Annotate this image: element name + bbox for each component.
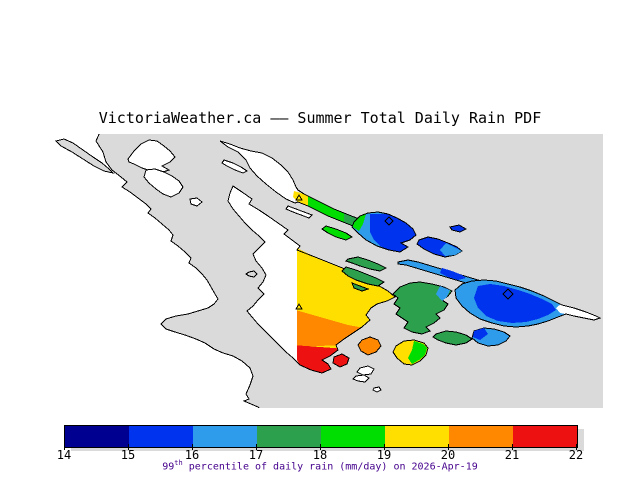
caption-number: 99 <box>162 461 175 473</box>
harbour-inlet <box>55 138 115 174</box>
islet <box>332 353 350 368</box>
caption-text: percentile of daily rain (mm/day) on 202… <box>182 461 478 473</box>
colorbar-tick-label: 17 <box>248 448 264 462</box>
colorbar-tick-label: 20 <box>440 448 456 462</box>
coastline-landmass-west <box>53 134 261 408</box>
colorbar-tick-label: 15 <box>120 448 136 462</box>
station-marker-diamond-icon <box>502 288 514 300</box>
islet-overlay <box>440 268 466 280</box>
island <box>352 374 370 383</box>
colorbar-segment <box>193 426 257 447</box>
colorbar-tick-label: 18 <box>312 448 328 462</box>
island <box>221 159 248 174</box>
colorbar-tick <box>256 444 257 450</box>
island <box>143 168 184 198</box>
colorbar-segment <box>321 426 385 447</box>
islet-overlay <box>473 328 488 340</box>
islet <box>345 256 388 272</box>
station-marker-triangle-icon <box>295 194 303 201</box>
colorbar-segment <box>65 426 129 447</box>
colorbar-tick <box>320 444 321 450</box>
colorbar-tick <box>128 444 129 450</box>
colorbar-segment <box>385 426 449 447</box>
colorbar-tick <box>192 444 193 450</box>
islet-overlay <box>408 341 427 364</box>
colorbar-tick <box>384 444 385 450</box>
islet-outline <box>392 339 429 366</box>
island <box>127 139 176 174</box>
blue-island-outline <box>351 211 417 253</box>
colorbar-tick-label: 19 <box>376 448 392 462</box>
colorbar-tick-label: 22 <box>568 448 584 462</box>
islet <box>449 224 468 233</box>
colorbar-segment <box>129 426 193 447</box>
colorbar-tick <box>64 444 65 450</box>
east-island-outline <box>454 279 602 328</box>
island <box>189 197 203 207</box>
station-marker-diamond-icon <box>384 216 394 226</box>
colorbar-tick-label: 14 <box>56 448 72 462</box>
colorbar-caption: 99th percentile of daily rain (mm/day) o… <box>0 459 640 472</box>
colorbar-tick <box>512 444 513 450</box>
long-island-body <box>220 141 298 203</box>
colorbar-segment <box>257 426 321 447</box>
green-island <box>432 330 473 346</box>
islet <box>321 225 353 241</box>
colorbar-segment <box>449 426 513 447</box>
islet <box>341 266 385 287</box>
colorbar-tick <box>576 444 577 450</box>
big-island-outline <box>227 185 396 374</box>
colorbar-tick-label: 21 <box>504 448 520 462</box>
islet <box>351 282 370 292</box>
islet <box>357 336 382 356</box>
islet-overlay <box>440 243 462 256</box>
green-island-overlay <box>436 286 450 301</box>
caption-ordinal: th <box>174 459 183 467</box>
island <box>285 205 313 219</box>
island <box>372 386 382 393</box>
colorbar-tick-label: 16 <box>184 448 200 462</box>
colorbar-segment <box>513 426 577 447</box>
colorbar <box>64 425 578 448</box>
lake <box>245 270 258 278</box>
page-title: VictoriaWeather.ca —— Summer Total Daily… <box>98 109 542 127</box>
map-region <box>53 134 603 408</box>
island <box>356 365 375 376</box>
station-marker-triangle-icon <box>295 303 303 310</box>
colorbar-tick <box>448 444 449 450</box>
